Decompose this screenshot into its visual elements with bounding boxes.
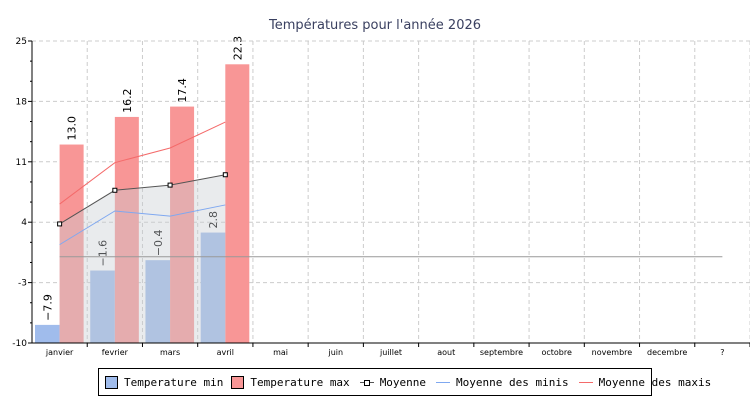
bar-label-max: 22.3 [231,36,244,60]
legend-item: Temperature max [231,375,350,389]
line-moyenne-des-maxis [59,121,226,205]
bar-label-min: −1.6 [97,240,110,267]
x-tick-label: juin [327,348,343,357]
legend-line [436,381,451,383]
y-tick-label: 18 [16,97,28,107]
x-tick-label: juillet [379,348,402,357]
legend-label: Moyenne [379,375,427,389]
x-tick-label: aout [437,348,455,357]
moyenne-point [57,221,63,227]
x-tick-label: avril [217,348,234,357]
bar-temperature-min [200,232,226,343]
legend-item: Moyenne des maxis [577,375,712,389]
legend-item: Temperature min [105,375,224,389]
legend-line [359,379,374,386]
legend-label: Moyenne des maxis [598,375,712,389]
x-tick-label: ? [720,348,724,357]
x-tick-label: fevrier [102,348,129,357]
x-tick-label: septembre [480,348,523,357]
bar-temperature-min [90,270,115,343]
bar-temperature-max [225,64,250,343]
bar-label-max: 17.4 [176,78,189,103]
legend-item: Moyenne des minis [434,376,569,389]
x-tick-label: decembre [647,348,687,357]
bar-label-max: 13.0 [66,116,79,141]
x-tick-label: mai [273,348,288,357]
bar-temperature-min [35,324,60,343]
legend-label: Moyenne des minis [456,375,569,389]
line-moyenne-des-minis [59,204,226,246]
y-tick-label: 11 [16,158,27,168]
bar-label-min: −7.9 [41,294,54,321]
y-tick-label: -10 [12,339,27,349]
legend-marker [363,379,370,386]
moyenne-area [59,174,226,343]
chart-title: Températures pour l'année 2026 [268,18,481,33]
legend: Temperature min Temperature max Moyenne Moy… [98,368,711,396]
bar-label-max: 16.2 [121,88,134,113]
moyenne-point [167,182,173,188]
line-moyenne [59,174,226,225]
bar-label-min: 2.8 [207,211,220,229]
bar-temperature-max [59,144,84,343]
y-tick-label: -3 [18,279,27,289]
legend-line [578,381,593,383]
legend-label: Temperature max [250,375,350,389]
moyenne-point [112,187,118,193]
legend-swatch [105,375,118,389]
legend-item: Moyenne [358,376,426,389]
legend-label: Temperature min [124,375,224,389]
moyenne-point [222,172,228,178]
y-tick-label: 25 [16,37,27,47]
legend-swatch [231,375,245,389]
bar-temperature-min [145,260,171,343]
x-tick-label: novembre [592,348,633,357]
x-tick-label: octobre [541,348,572,357]
bar-temperature-max [114,116,139,343]
bar-label-min: −0.4 [152,229,165,256]
x-tick-label: mars [160,348,180,357]
y-tick-label: 4 [21,218,27,228]
x-tick-label: janvier [45,348,74,357]
